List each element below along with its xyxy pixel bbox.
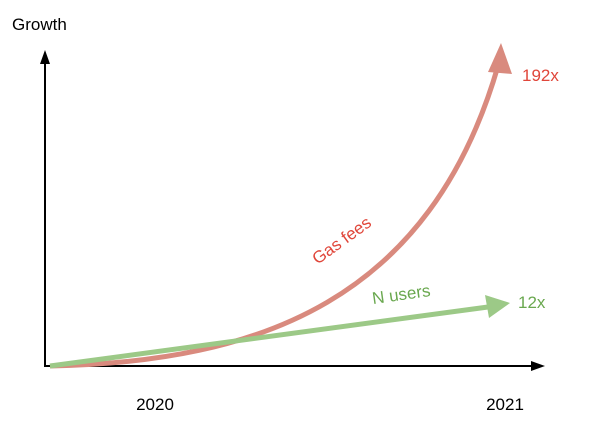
y-axis-arrow [40,50,50,64]
n-users-arrow [485,295,510,318]
x-axis-arrow [531,361,545,371]
gas-fees-end-label: 192x [522,66,559,85]
x-start-label: 2020 [136,395,174,414]
y-axis-label: Growth [12,15,67,34]
n-users-line [49,304,489,369]
n-users-label: N users [371,281,432,308]
gas-fees-curve [49,65,501,369]
n-users-end-label: 12x [518,293,546,312]
gas-fees-arrow [488,43,512,74]
x-end-label: 2021 [486,395,524,414]
gas-fees-label: Gas fees [309,213,375,268]
